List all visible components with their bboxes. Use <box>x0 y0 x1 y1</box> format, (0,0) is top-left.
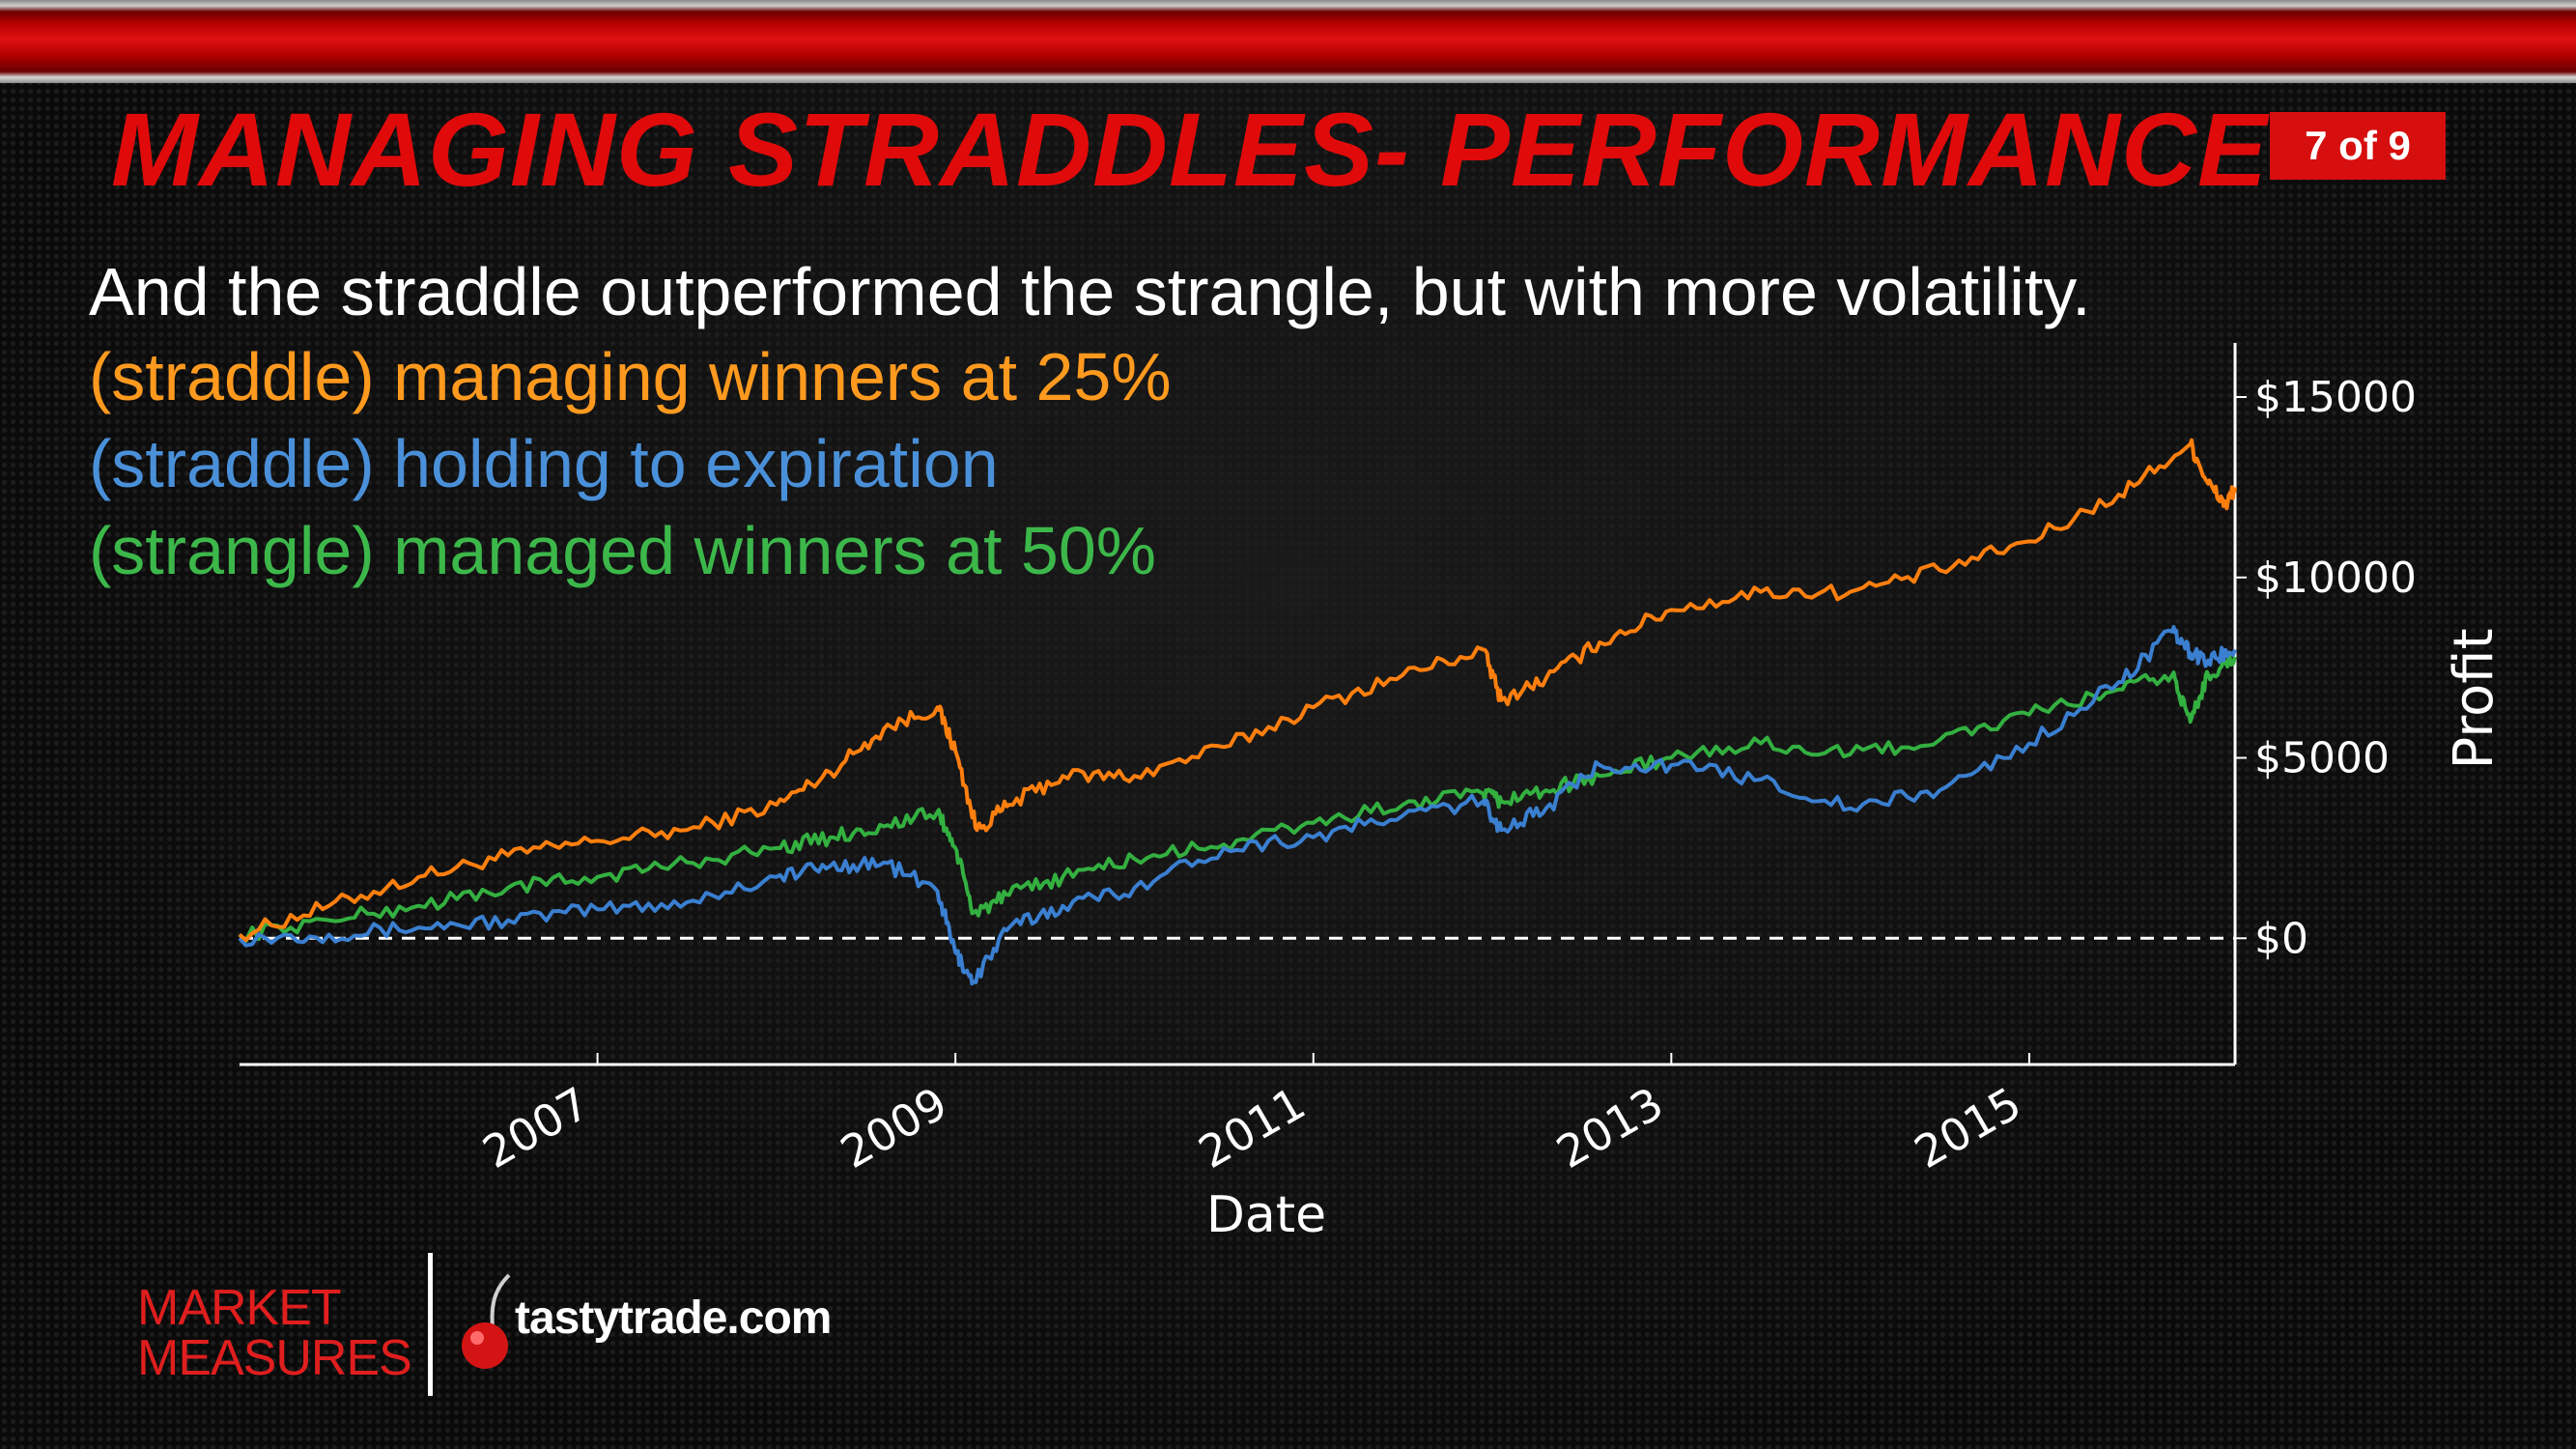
market-measures-line2: MEASURES <box>137 1330 412 1386</box>
cherry-icon <box>462 1273 511 1369</box>
series-line-2 <box>238 653 2237 944</box>
y-tick-label-10000: $10000 <box>2254 554 2417 603</box>
series-line-1 <box>238 625 2237 986</box>
x-tick-label-2013: 2013 <box>1547 1077 1671 1179</box>
y-tick-label-15000: $15000 <box>2254 373 2417 422</box>
tastytrade-logo-text: tastytrade.com <box>515 1293 832 1344</box>
header-bar <box>0 0 2576 83</box>
x-tick-label-2007: 2007 <box>474 1077 598 1179</box>
slide-title: MANAGING STRADDLES- PERFORMANCE <box>111 91 2268 208</box>
series-lines <box>238 438 2237 986</box>
x-tick-label-2015: 2015 <box>1906 1077 2029 1179</box>
market-measures-line1: MARKET <box>137 1280 342 1336</box>
legend-straddle-managed: (straddle) managing winners at 25% <box>89 339 1172 414</box>
legend-strangle-managed: (strangle) managed winners at 50% <box>89 513 1157 588</box>
y-axis-ticks: $0 $5000 $10000 $15000 <box>2235 373 2417 963</box>
logo-divider <box>428 1253 433 1396</box>
x-tick-label-2009: 2009 <box>832 1077 955 1179</box>
legend-straddle-hold: (straddle) holding to expiration <box>89 426 999 501</box>
y-axis-label: Profit <box>2443 628 2505 769</box>
x-axis-ticks: 2007 2009 2011 2013 2015 <box>474 1053 2030 1179</box>
x-axis-label: Date <box>1206 1186 1326 1244</box>
y-tick-label-5000: $5000 <box>2254 734 2390 783</box>
x-tick-label-2011: 2011 <box>1190 1077 1314 1179</box>
slide-counter-badge: 7 of 9 <box>2270 112 2446 180</box>
slide-subtitle: And the straddle outperformed the strang… <box>89 254 2091 329</box>
series-line-0 <box>238 438 2237 943</box>
market-measures-logo: MARKET MEASURES <box>137 1280 412 1386</box>
y-tick-label-0: $0 <box>2254 914 2308 963</box>
